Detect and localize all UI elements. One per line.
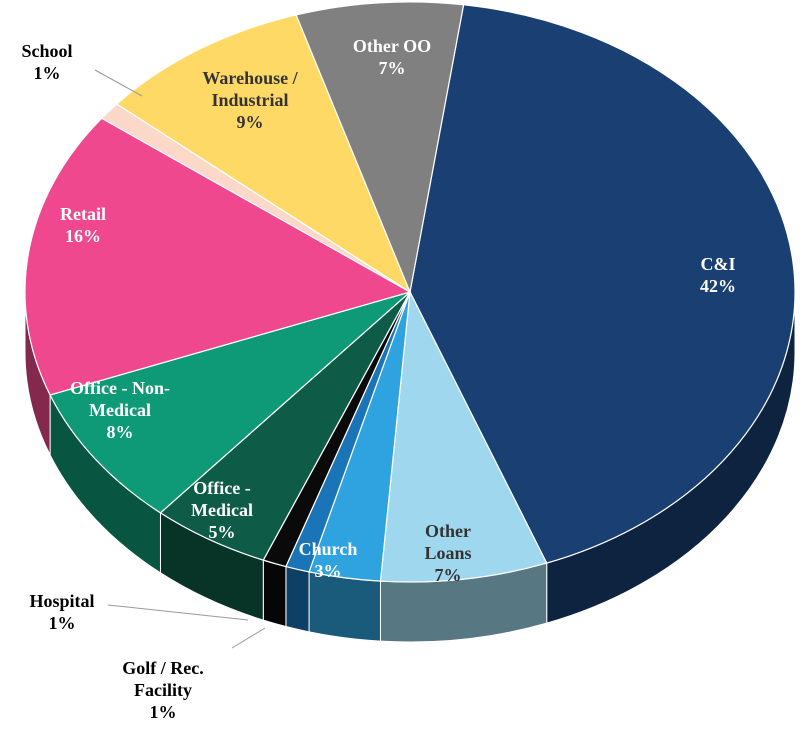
slice-label: Other OO 7% [332,35,452,79]
category-label: Other OO [352,36,432,56]
slice-side [308,571,381,642]
slice [115,14,412,294]
slice-label: C&I 42% [658,253,778,297]
value-label: 8% [106,422,134,442]
slice-label: School 1% [2,40,92,84]
slice-label: Office - Medical 5% [180,477,265,543]
slice-label: Office - Non-Medical 8% [55,377,185,443]
slice-label: Retail 16% [38,203,128,247]
leader-line [94,69,143,97]
value-label: 42% [700,276,736,296]
leader-line [231,627,266,649]
value-label: 9% [236,112,264,132]
slice-label: Warehouse / Industrial 9% [190,67,310,133]
slice-label: Church 3% [283,538,373,582]
slice [379,289,548,583]
category-label: Warehouse / Industrial [202,68,298,110]
category-label: C&I [700,254,736,274]
slice-label: Hospital 1% [7,590,117,634]
slice [24,117,412,396]
value-label: 1% [149,702,177,722]
value-label: 16% [65,226,101,246]
value-label: 5% [208,522,236,542]
leader-line [107,604,249,621]
slice [409,4,796,564]
slice [49,291,411,514]
value-label: 7% [378,58,406,78]
slice [295,1,465,295]
category-label: Golf / Rec. Facility [122,658,204,700]
category-label: Other Loans [424,521,472,563]
category-label: Church [298,539,358,559]
slice-label: Other Loans 7% [413,520,483,586]
slice-label: Golf / Rec. Facility 1% [108,657,218,723]
category-label: Office - Medical [191,478,253,520]
value-label: 3% [314,561,342,581]
category-label: Hospital [29,591,95,611]
category-label: School [21,41,73,61]
value-label: 1% [33,63,61,83]
category-label: Retail [60,204,106,224]
category-label: Office - Non-Medical [70,378,170,420]
value-label: 7% [434,565,462,585]
value-label: 1% [48,613,76,633]
